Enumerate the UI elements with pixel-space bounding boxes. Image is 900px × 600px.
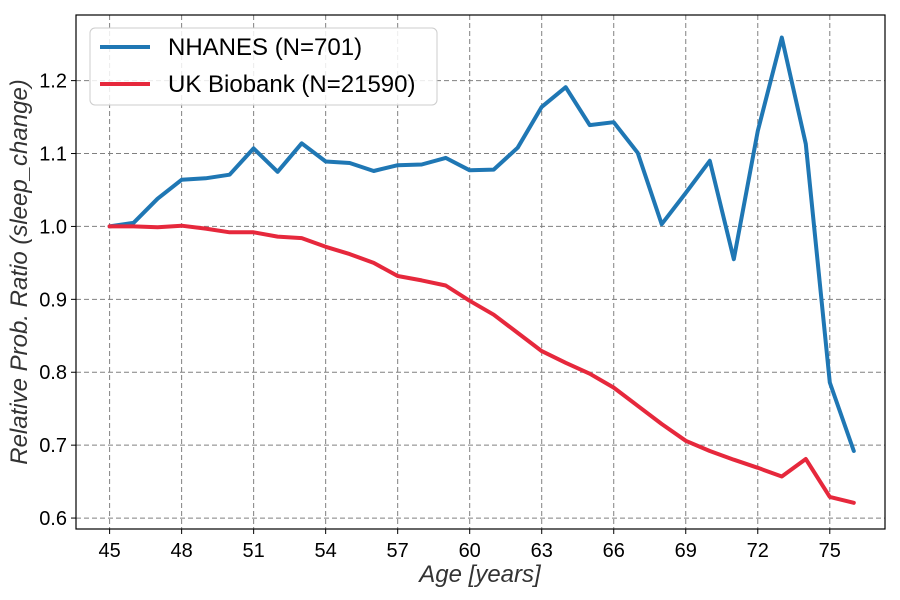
x-tick-label: 57: [387, 540, 409, 562]
x-axis-title: Age [years]: [417, 561, 542, 588]
series-lines: [107, 35, 856, 505]
x-tick-label: 45: [98, 540, 120, 562]
plot-frame: [75, 14, 886, 530]
x-tick-label: 69: [675, 540, 697, 562]
y-tick-label: 1.2: [39, 71, 67, 93]
x-tick-label: 72: [747, 540, 769, 562]
x-tick-label: 54: [315, 540, 337, 562]
x-tick-label: 60: [459, 540, 481, 562]
x-tick-label: 63: [531, 540, 553, 562]
y-tick-label: 0.7: [39, 435, 67, 457]
x-tick-label: 66: [603, 540, 625, 562]
y-tick-label: 1.0: [39, 216, 67, 238]
x-tick-label: 48: [171, 540, 193, 562]
legend-box: [89, 27, 438, 106]
legend: NHANES (N=701) UK Biobank (N=21590): [89, 27, 438, 106]
grid: [76, 15, 885, 529]
y-axis-title: Relative Prob. Ratio (sleep_change): [6, 79, 33, 465]
series-line-uk-biobank: [107, 223, 856, 505]
legend-label-uk-biobank: UK Biobank (N=21590): [168, 71, 415, 98]
legend-label-nhanes: NHANES (N=701): [168, 34, 362, 61]
x-axis-ticks: 45 48 51 54 57 60 63 66 69 72 75: [98, 529, 841, 562]
x-tick-label: 75: [819, 540, 841, 562]
y-tick-label: 0.6: [39, 508, 67, 530]
y-tick-label: 0.8: [39, 362, 67, 384]
y-tick-label: 0.9: [39, 289, 67, 311]
series-line-nhanes: [107, 35, 856, 453]
y-tick-label: 1.1: [39, 144, 67, 166]
x-tick-label: 51: [243, 540, 265, 562]
y-axis-ticks: 0.6 0.7 0.8 0.9 1.0 1.1 1.2: [39, 71, 76, 530]
